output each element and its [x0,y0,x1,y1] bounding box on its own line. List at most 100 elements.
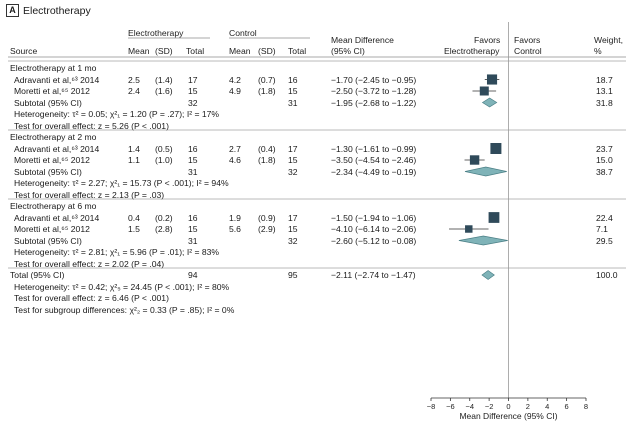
x-tick-label: −4 [465,402,474,411]
subtotal-label: Subtotal (95% CI) [14,235,82,246]
electrotherapy-mean: 1.1 [128,155,140,165]
header-c-mean: Mean [229,46,251,56]
subtotal-diamond [481,97,498,108]
header-favors-right-2: Control [514,46,542,56]
subtotal-diamond [464,166,507,177]
x-tick-label: −2 [485,402,494,411]
weight-value: 7.1 [596,224,608,234]
control-total: 32 [288,166,298,177]
header-weight-1: Weight, [594,35,623,45]
header-favors-left-1: Favors [474,35,501,45]
weight-value: 18.7 [596,74,613,85]
control-total: 15 [288,86,298,96]
mean-difference-ci: −2.34 (−4.49 to −0.19) [331,166,417,177]
note-text: Heterogeneity: τ² = 0.42; χ²₅ = 24.45 (P… [14,281,230,292]
control-sd: (0.7) [258,74,276,85]
electrotherapy-total: 15 [188,155,198,165]
control-sd: (2.9) [258,224,276,234]
weight-value: 29.5 [596,235,613,246]
header-favors-left-2: Electrotherapy [444,46,500,56]
control-total: 32 [288,235,298,246]
electrotherapy-total: 15 [188,224,198,234]
control-total: 95 [288,270,298,280]
x-tick-label: −8 [427,402,436,411]
electrotherapy-total: 17 [188,74,198,85]
control-sd: (1.8) [258,155,276,165]
weight-value: 100.0 [596,270,618,280]
electrotherapy-mean: 2.4 [128,86,140,96]
weight-value: 31.8 [596,97,613,108]
x-tick-label: 2 [526,402,530,411]
note-text: Heterogeneity: τ² = 2.81; χ²₁ = 5.96 (P … [14,247,220,257]
electrotherapy-total: 32 [188,97,198,108]
mean-difference-ci: −1.30 (−1.61 to −0.99) [331,143,417,154]
note-text: Test for subgroup differences: χ²₂ = 0.3… [14,304,235,315]
electrotherapy-mean: 2.5 [128,74,140,85]
study-square [465,225,473,233]
subtotal-diamond [458,235,508,246]
weight-value: 15.0 [596,155,613,165]
panel-letter: A [6,4,19,17]
total-label: Total (95% CI) [10,270,65,280]
study-square [488,212,500,223]
electrotherapy-sd: (1.0) [155,155,173,165]
mean-difference-ci: −1.50 (−1.94 to −1.06) [331,212,417,223]
header-source: Source [10,46,38,56]
mean-difference-ci: −4.10 (−6.14 to −2.06) [331,224,417,234]
group-label: Electrotherapy at 1 mo [10,63,97,73]
electrotherapy-sd: (1.6) [155,86,173,96]
control-total: 17 [288,143,298,154]
x-tick-label: −6 [446,402,455,411]
header-electrotherapy: Electrotherapy [128,28,184,38]
header-c-sd: (SD) [258,46,276,56]
electrotherapy-mean: 0.4 [128,212,140,223]
note-text: Test for overall effect: z = 5.26 (P < .… [14,120,169,131]
electrotherapy-total: 15 [188,86,198,96]
electrotherapy-sd: (0.2) [155,212,173,223]
control-mean: 5.6 [229,224,241,234]
electrotherapy-total: 16 [188,143,198,154]
group-label: Electrotherapy at 2 mo [10,132,97,142]
mean-difference-ci: −1.70 (−2.45 to −0.95) [331,74,417,85]
weight-value: 23.7 [596,143,613,154]
study-name: Moretti et al,⁶⁵ 2012 [14,86,90,96]
header-e-mean: Mean [128,46,150,56]
panel-title: Electrotherapy [23,4,91,17]
mean-difference-ci: −1.95 (−2.68 to −1.22) [331,97,417,108]
electrotherapy-total: 16 [188,212,198,223]
x-tick-label: 8 [584,402,588,411]
electrotherapy-sd: (1.4) [155,74,173,85]
study-square [469,155,480,165]
x-tick-label: 4 [545,402,549,411]
total-diamond [481,270,495,280]
control-total: 15 [288,224,298,234]
header-e-total: Total [186,46,205,56]
electrotherapy-total: 31 [188,235,198,246]
control-mean: 2.7 [229,143,241,154]
mean-difference-ci: −3.50 (−4.54 to −2.46) [331,155,417,165]
group-label: Electrotherapy at 6 mo [10,201,97,211]
note-text: Heterogeneity: τ² = 0.05; χ²₁ = 1.20 (P … [14,109,220,119]
study-name: Adravanti et al,⁶³ 2014 [14,74,100,85]
weight-value: 13.1 [596,86,613,96]
study-name: Adravanti et al,⁶³ 2014 [14,212,100,223]
electrotherapy-total: 31 [188,166,198,177]
study-square [490,143,502,154]
electrotherapy-sd: (0.5) [155,143,173,154]
mean-difference-ci: −2.60 (−5.12 to −0.08) [331,235,417,246]
study-name: Moretti et al,⁶⁵ 2012 [14,155,90,165]
panel-header: A Electrotherapy [6,4,91,17]
control-mean: 1.9 [229,212,241,223]
study-name: Moretti et al,⁶⁵ 2012 [14,224,90,234]
header-md-line2: (95% CI) [331,46,365,56]
control-total: 31 [288,97,298,108]
note-text: Test for overall effect: z = 6.46 (P < .… [14,293,169,303]
electrotherapy-sd: (2.8) [155,224,173,234]
header-md-line1: Mean Difference [331,35,394,45]
control-sd: (0.9) [258,212,276,223]
control-mean: 4.9 [229,86,241,96]
control-sd: (0.4) [258,143,276,154]
note-text: Test for overall effect: z = 2.02 (P = .… [14,258,165,269]
note-text: Test for overall effect: z = 2.13 (P = .… [14,189,165,200]
